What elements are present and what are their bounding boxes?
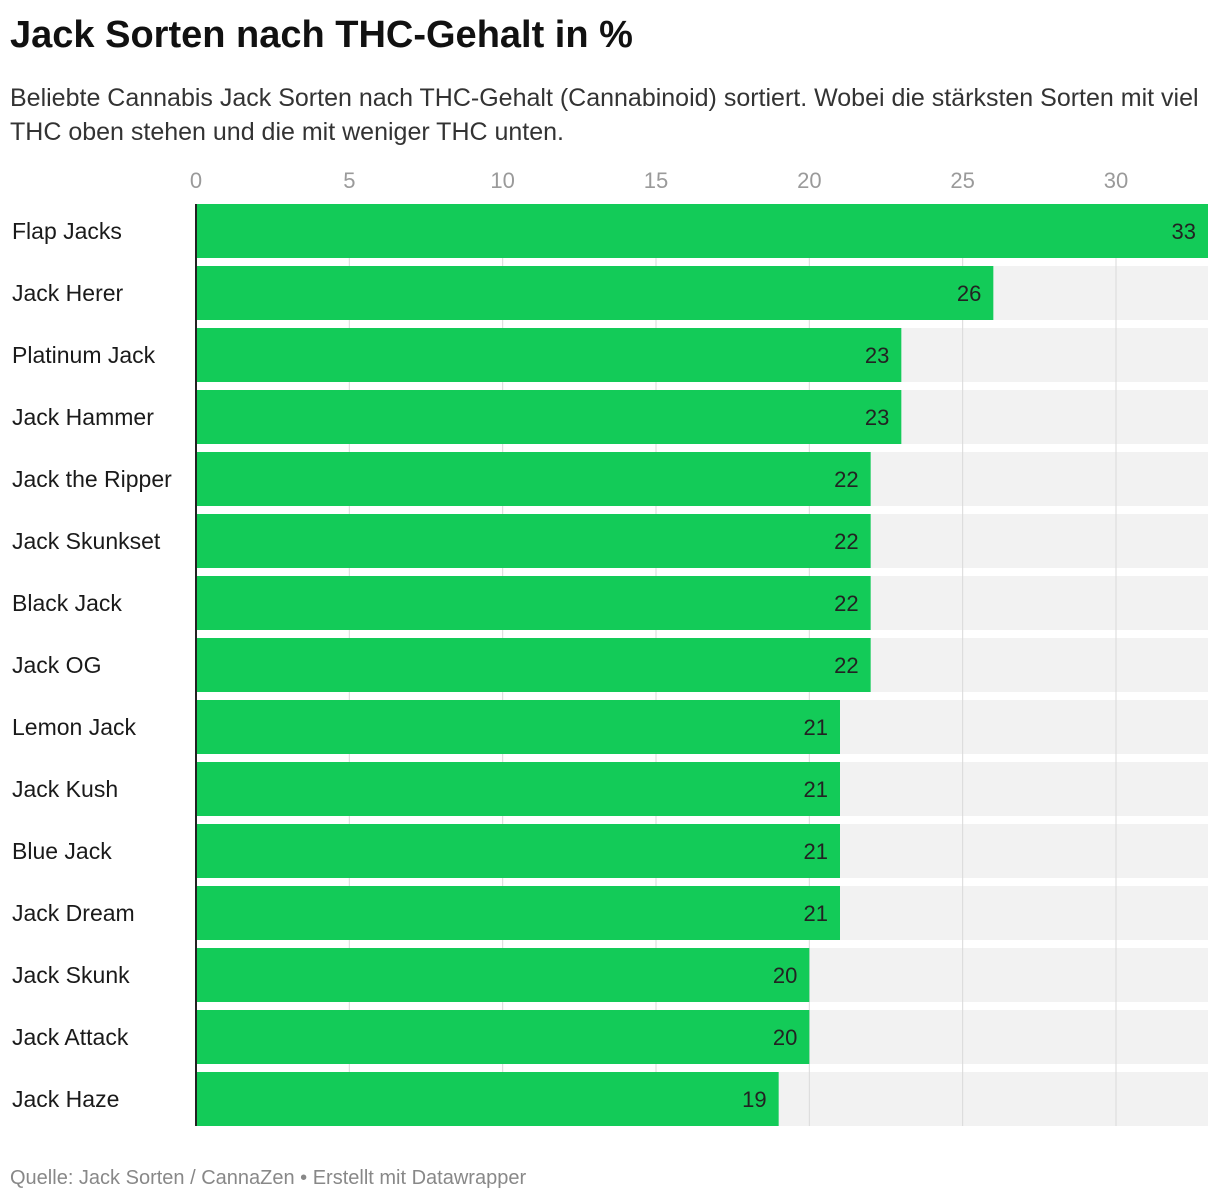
- category-label: Jack Skunk: [12, 962, 130, 988]
- category-label: Jack Herer: [12, 280, 124, 306]
- source-footer: Quelle: Jack Sorten / CannaZen • Erstell…: [10, 1167, 527, 1189]
- value-label: 22: [834, 591, 858, 616]
- bar: [196, 390, 902, 444]
- category-label: Flap Jacks: [12, 218, 122, 244]
- category-label: Blue Jack: [12, 838, 112, 864]
- x-tick-label: 10: [490, 168, 514, 193]
- value-label: 20: [773, 963, 797, 988]
- value-label: 23: [865, 343, 889, 368]
- category-label: Jack Attack: [12, 1024, 129, 1050]
- value-label: 22: [834, 467, 858, 492]
- bar-chart: 0 5 10 15 20 25 30 Flap Jacks Jack Herer Platinu…: [12, 168, 1208, 1126]
- category-label: Black Jack: [12, 590, 122, 616]
- bars: [196, 204, 1208, 1126]
- category-label: Jack Skunkset: [12, 528, 161, 554]
- category-label: Jack Haze: [12, 1086, 119, 1112]
- value-label: 21: [804, 839, 828, 864]
- value-label: 21: [804, 715, 828, 740]
- bar: [196, 824, 840, 878]
- bar: [196, 266, 994, 320]
- bar: [196, 204, 1208, 258]
- value-label: 22: [834, 529, 858, 554]
- category-label: Platinum Jack: [12, 342, 156, 368]
- x-tick-label: 20: [797, 168, 821, 193]
- x-tick-label: 0: [190, 168, 202, 193]
- chart-subtitle: Beliebte Cannabis Jack Sorten nach THC-G…: [10, 84, 1199, 146]
- category-labels: Flap Jacks Jack Herer Platinum Jack Jack Ha…: [12, 218, 172, 1112]
- value-label: 22: [834, 653, 858, 678]
- bar: [196, 452, 871, 506]
- x-tick-label: 30: [1104, 168, 1128, 193]
- tick-labels: 0 5 10 15 20 25 30: [190, 168, 1128, 193]
- bar: [196, 948, 810, 1002]
- value-label: 33: [1172, 219, 1196, 244]
- bar: [196, 1072, 779, 1126]
- category-label: Jack the Ripper: [12, 466, 172, 492]
- category-label: Jack OG: [12, 652, 101, 678]
- bar: [196, 638, 871, 692]
- value-label: 21: [804, 777, 828, 802]
- bar: [196, 1010, 810, 1064]
- category-label: Jack Dream: [12, 900, 135, 926]
- x-tick-label: 25: [950, 168, 974, 193]
- value-label: 23: [865, 405, 889, 430]
- x-tick-label: 15: [644, 168, 668, 193]
- category-label: Jack Hammer: [12, 404, 154, 430]
- value-label: 20: [773, 1025, 797, 1050]
- value-label: 26: [957, 281, 981, 306]
- bar: [196, 514, 871, 568]
- value-labels: 33 26 23 23 22 22 22 22 21 21 21 21 20 20 19: [742, 219, 1196, 1112]
- bar: [196, 576, 871, 630]
- value-label: 21: [804, 901, 828, 926]
- category-label: Lemon Jack: [12, 714, 137, 740]
- chart-title: Jack Sorten nach THC-Gehalt in %: [10, 14, 633, 56]
- category-label: Jack Kush: [12, 776, 118, 802]
- bar: [196, 762, 840, 816]
- bar: [196, 700, 840, 754]
- bar: [196, 328, 902, 382]
- x-tick-label: 5: [343, 168, 355, 193]
- value-label: 19: [742, 1087, 766, 1112]
- bar: [196, 886, 840, 940]
